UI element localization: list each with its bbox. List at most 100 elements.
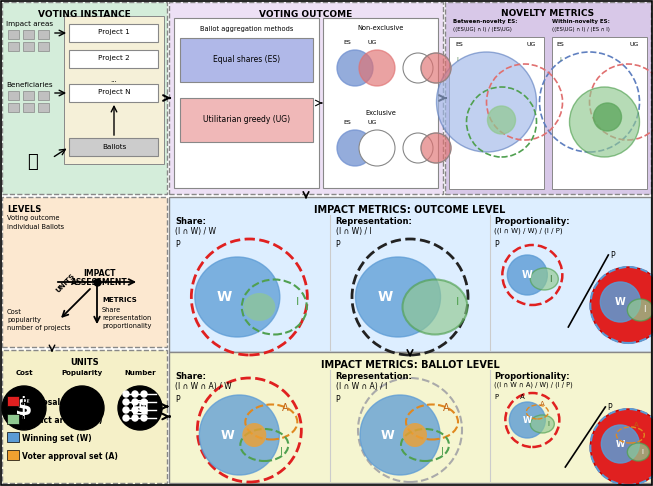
Bar	[174, 18, 319, 188]
Text: proportionality: proportionality	[102, 323, 151, 329]
Circle shape	[359, 130, 395, 166]
Text: IMPACT METRICS: OUTCOME LEVEL: IMPACT METRICS: OUTCOME LEVEL	[314, 205, 505, 215]
Circle shape	[421, 133, 451, 163]
Ellipse shape	[628, 443, 649, 461]
Bar	[8, 103, 19, 112]
Text: ES: ES	[556, 42, 564, 47]
Circle shape	[488, 106, 515, 134]
Text: UG: UG	[368, 40, 377, 45]
Bar	[38, 42, 49, 51]
Circle shape	[123, 407, 129, 413]
Text: A: A	[540, 401, 545, 407]
Text: Project 2: Project 2	[98, 55, 130, 61]
Bar	[323, 18, 438, 188]
Circle shape	[403, 423, 427, 447]
Text: ((I ∩ W) / W) / (I / P): ((I ∩ W) / W) / (I / P)	[494, 227, 563, 233]
Bar	[7, 450, 19, 460]
Text: Share: Share	[102, 307, 121, 313]
Circle shape	[199, 395, 279, 475]
Circle shape	[2, 386, 46, 430]
Text: A: A	[520, 394, 525, 400]
Text: W: W	[616, 439, 625, 449]
Bar	[449, 37, 544, 189]
Ellipse shape	[355, 257, 441, 337]
Circle shape	[403, 133, 433, 163]
Circle shape	[141, 399, 147, 405]
Text: individual Ballots: individual Ballots	[7, 224, 64, 230]
Text: P: P	[607, 402, 612, 412]
Text: Exclusive: Exclusive	[365, 110, 396, 116]
Text: LEVELS: LEVELS	[7, 205, 41, 214]
Text: W: W	[522, 416, 532, 424]
Text: P: P	[336, 395, 340, 404]
Text: ASSESSMENT: ASSESSMENT	[71, 278, 127, 287]
Ellipse shape	[402, 279, 468, 334]
Text: I: I	[280, 447, 283, 457]
Circle shape	[141, 415, 147, 421]
Circle shape	[421, 53, 451, 83]
Circle shape	[132, 399, 138, 405]
Circle shape	[118, 386, 162, 430]
Bar	[69, 138, 158, 156]
Text: representation: representation	[102, 315, 151, 321]
Text: I: I	[547, 421, 549, 427]
Text: Voting outcome: Voting outcome	[7, 215, 59, 221]
Bar	[2, 350, 167, 483]
Text: Equal shares (ES): Equal shares (ES)	[213, 55, 280, 65]
Text: Proportionality:: Proportionality:	[494, 217, 570, 226]
Circle shape	[132, 407, 138, 413]
Circle shape	[507, 255, 547, 295]
Text: W: W	[377, 290, 392, 304]
Text: I: I	[441, 447, 443, 457]
Bar	[69, 50, 158, 68]
Text: Impact areas: Impact areas	[6, 21, 53, 27]
Ellipse shape	[628, 299, 653, 321]
Text: Project N: Project N	[98, 89, 131, 95]
Bar	[7, 432, 19, 442]
Text: ⊞: ⊞	[131, 398, 150, 418]
Text: IMPACT: IMPACT	[83, 269, 115, 278]
Circle shape	[132, 415, 138, 421]
Circle shape	[569, 87, 639, 157]
Bar	[64, 16, 164, 164]
Bar	[69, 84, 158, 102]
Bar	[38, 103, 49, 112]
Bar	[445, 2, 651, 194]
Text: 👍: 👍	[76, 399, 88, 417]
Circle shape	[403, 53, 433, 83]
Ellipse shape	[195, 257, 280, 337]
Text: Non-exclusive: Non-exclusive	[357, 25, 404, 31]
Text: (I ∩ W ∩ A) / I: (I ∩ W ∩ A) / I	[336, 382, 387, 391]
Text: I: I	[560, 57, 562, 62]
Circle shape	[141, 391, 147, 397]
Text: ((ES\UG) ∩ I) / (ES\UG): ((ES\UG) ∩ I) / (ES\UG)	[453, 27, 512, 32]
Bar	[69, 24, 158, 42]
Text: I: I	[549, 275, 552, 283]
Text: I: I	[456, 57, 458, 62]
Bar	[8, 91, 19, 100]
Bar	[2, 197, 167, 347]
Text: UNITS: UNITS	[54, 272, 76, 293]
Text: W: W	[221, 429, 234, 441]
Bar	[2, 2, 167, 194]
Ellipse shape	[244, 293, 276, 321]
Text: UG: UG	[526, 42, 536, 47]
Text: P: P	[175, 395, 180, 404]
Text: I: I	[641, 449, 643, 455]
Text: Between-novelty ES:: Between-novelty ES:	[453, 19, 517, 24]
Text: (I ∩ W ∩ A) / W: (I ∩ W ∩ A) / W	[175, 382, 232, 391]
Text: VOTING OUTCOME: VOTING OUTCOME	[259, 10, 353, 19]
Text: W: W	[615, 297, 626, 307]
Bar	[180, 98, 313, 142]
Circle shape	[123, 399, 129, 405]
Circle shape	[601, 425, 639, 463]
Text: ((ES\UG) ∩ I) / (ES ∩ I): ((ES\UG) ∩ I) / (ES ∩ I)	[552, 27, 610, 32]
Ellipse shape	[530, 415, 554, 433]
Text: Share:: Share:	[175, 217, 206, 226]
Text: Winning set (W): Winning set (W)	[22, 434, 91, 442]
Circle shape	[60, 386, 104, 430]
Text: UNITS: UNITS	[70, 358, 99, 367]
Circle shape	[123, 415, 129, 421]
Circle shape	[242, 423, 266, 447]
Text: P: P	[494, 240, 499, 249]
